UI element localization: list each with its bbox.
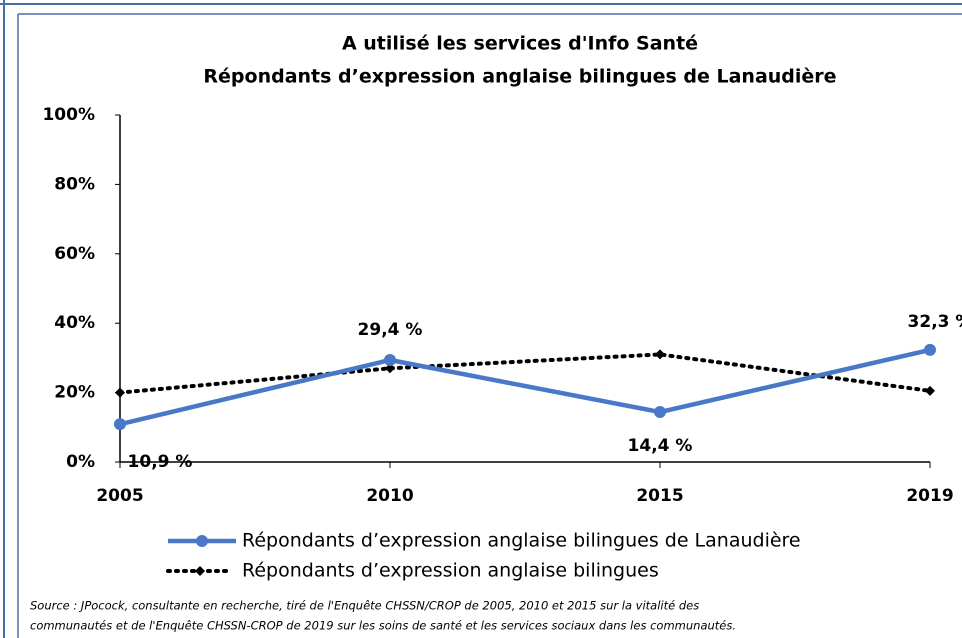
series-line (118, 352, 932, 395)
source-line: communautés et de l'Enquête CHSSN-CROP d… (30, 619, 736, 633)
legend-marker (195, 566, 205, 576)
y-tick-label: 20% (54, 383, 95, 403)
source-line: Source : JPocock, consultante en recherc… (30, 599, 699, 613)
y-tick-label: 100% (42, 105, 95, 125)
data-label: 14,4 % (628, 436, 693, 456)
legend-marker (196, 535, 208, 547)
data-label: 10,9 % (128, 452, 193, 472)
y-tick-label: 80% (54, 174, 95, 194)
legend-label: Répondants d’expression anglaise bilingu… (242, 530, 801, 552)
x-tick-label: 2019 (906, 486, 953, 506)
legend-label: Répondants d’expression anglaise bilingu… (242, 560, 659, 582)
data-label: 32,3 % (908, 312, 962, 332)
marker (924, 343, 936, 356)
chart-title: A utilisé les services d'Info Santé (342, 33, 698, 55)
marker (385, 363, 395, 374)
y-tick-label: 0% (66, 452, 95, 472)
marker (114, 418, 126, 431)
y-tick-label: 40% (54, 313, 95, 333)
x-tick-label: 2010 (366, 486, 413, 506)
y-tick-label: 60% (54, 244, 95, 264)
series-line (117, 347, 933, 427)
x-tick-label: 2015 (636, 486, 683, 506)
x-tick-label: 2005 (96, 486, 143, 506)
marker (115, 387, 125, 398)
marker (655, 349, 665, 360)
marker (925, 385, 935, 396)
marker (384, 353, 396, 366)
marker (654, 406, 666, 419)
data-label: 29,4 % (358, 320, 423, 340)
chart-subtitle: Répondants d’expression anglaise bilingu… (203, 66, 836, 88)
